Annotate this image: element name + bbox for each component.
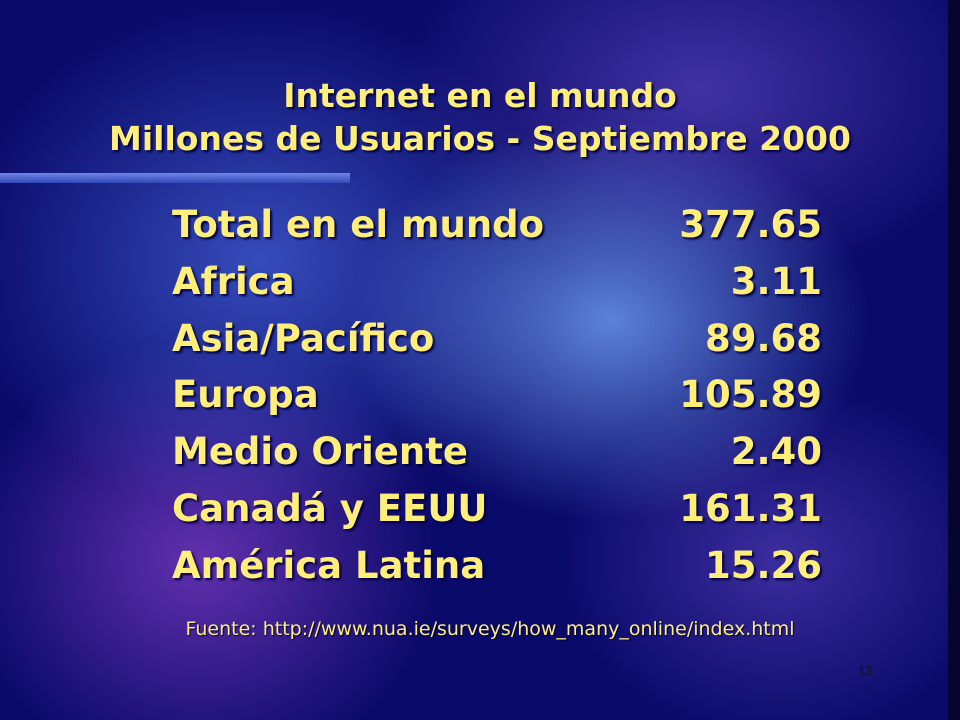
row-value: 89.68	[704, 316, 822, 360]
row-label: Medio Oriente	[172, 430, 468, 474]
source: Fuente: http://www.nua.ie/surveys/how_ma…	[185, 618, 795, 640]
row-value: 2.40	[730, 430, 822, 474]
row-label: Canadá y EEUU	[172, 487, 488, 530]
row-value: 161.31	[679, 487, 822, 530]
edge-strip	[948, 0, 960, 720]
row-label: Asia/Pacífico	[172, 316, 435, 360]
title-bar	[0, 173, 350, 183]
row-value: 3.11	[730, 259, 822, 303]
title-line: Millones de Usuarios - Septiembre 2000	[109, 119, 851, 158]
title-line: Internet en el mundo	[283, 76, 677, 115]
row-value: 15.26	[704, 543, 822, 587]
row-label: Total en el mundo	[172, 203, 545, 246]
row-label: Africa	[172, 259, 295, 303]
page-number: 13	[858, 664, 872, 679]
row-label: América Latina	[172, 543, 486, 587]
row-value: 377.65	[679, 203, 822, 246]
row-value: 105.89	[679, 373, 822, 417]
row-label: Europa	[172, 373, 319, 417]
